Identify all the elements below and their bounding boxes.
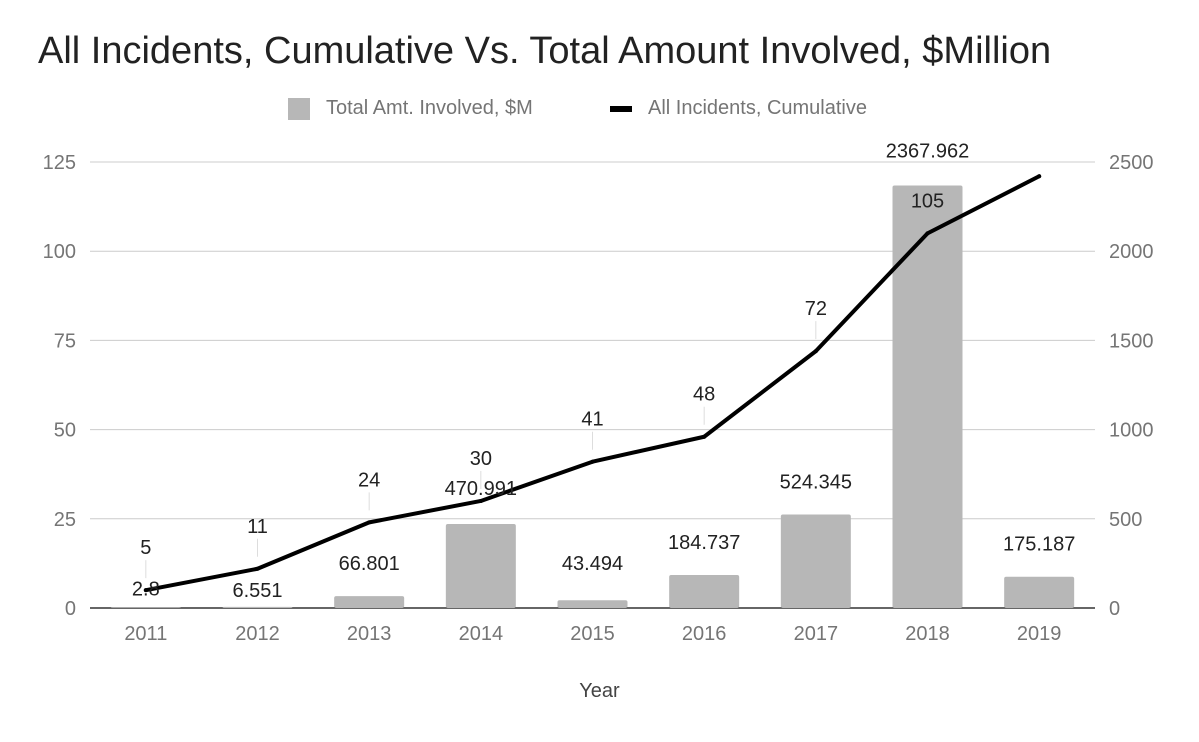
y-tick-left: 25 xyxy=(54,509,76,531)
y-tick-left: 100 xyxy=(43,241,76,263)
line-point xyxy=(702,434,707,439)
y-tick-left: 125 xyxy=(43,152,76,174)
bar-data-label: 470.991 xyxy=(445,478,517,500)
bar-data-label: 2367.962 xyxy=(886,141,969,163)
y-tick-right: 1000 xyxy=(1109,420,1154,442)
line-data-label: 105 xyxy=(911,191,944,213)
bar-data-label: 6.551 xyxy=(232,580,282,602)
line-point xyxy=(925,231,930,236)
x-tick: 2012 xyxy=(235,623,280,645)
line-point xyxy=(143,588,148,593)
bar-data-label: 524.345 xyxy=(780,471,852,493)
y-tick-left: 50 xyxy=(54,420,76,442)
x-tick: 2011 xyxy=(124,623,167,645)
bar xyxy=(557,600,628,608)
y-tick-left: 0 xyxy=(65,598,76,620)
line-point xyxy=(478,498,483,503)
line-data-label: 24 xyxy=(358,469,380,491)
bar-data-label: 66.801 xyxy=(339,553,400,575)
line-point xyxy=(1037,174,1042,179)
y-tick-right: 0 xyxy=(1109,598,1120,620)
y-tick-right: 2000 xyxy=(1109,241,1154,263)
x-tick: 2019 xyxy=(1017,623,1062,645)
bar-data-label: 184.737 xyxy=(668,532,740,554)
line-point xyxy=(590,459,595,464)
bar xyxy=(892,185,963,608)
line-data-label: 5 xyxy=(140,537,151,559)
y-tick-right: 500 xyxy=(1109,509,1142,531)
x-tick: 2014 xyxy=(459,623,504,645)
bar xyxy=(669,575,740,608)
legend: Total Amt. Involved, $M All Incidents, C… xyxy=(0,97,1199,129)
x-tick: 2015 xyxy=(570,623,615,645)
line-data-label: 41 xyxy=(581,409,603,431)
bar xyxy=(222,606,293,608)
line-point xyxy=(255,566,260,571)
line-data-label: 30 xyxy=(470,448,492,470)
bar xyxy=(780,514,851,608)
legend-item-amount: Total Amt. Involved, $M xyxy=(288,97,533,120)
bar-data-label: 43.494 xyxy=(562,553,623,575)
y-tick-right: 1500 xyxy=(1109,330,1154,352)
bar xyxy=(334,596,405,608)
x-axis-title: Year xyxy=(579,680,620,702)
line-data-label: 48 xyxy=(693,384,715,406)
x-tick: 2017 xyxy=(794,623,839,645)
bar-data-label: 175.187 xyxy=(1003,534,1075,556)
legend-swatch-bar xyxy=(288,97,310,120)
line-point xyxy=(367,520,372,525)
line-data-label: 72 xyxy=(805,298,827,320)
legend-item-incidents: All Incidents, Cumulative xyxy=(610,97,867,120)
x-tick: 2016 xyxy=(682,623,727,645)
bar xyxy=(445,523,516,608)
legend-label-amount: Total Amt. Involved, $M xyxy=(326,97,533,119)
legend-label-incidents: All Incidents, Cumulative xyxy=(648,97,867,119)
bar xyxy=(1004,576,1075,608)
line-data-label: 11 xyxy=(247,516,268,538)
x-tick: 2013 xyxy=(347,623,392,645)
bar-data-label: 2.8 xyxy=(132,579,160,601)
y-tick-left: 75 xyxy=(54,330,76,352)
legend-swatch-line xyxy=(610,105,632,112)
x-tick: 2018 xyxy=(905,623,950,645)
line-point xyxy=(813,349,818,354)
y-tick-right: 2500 xyxy=(1109,152,1154,174)
chart-title: All Incidents, Cumulative Vs. Total Amou… xyxy=(38,30,1052,72)
